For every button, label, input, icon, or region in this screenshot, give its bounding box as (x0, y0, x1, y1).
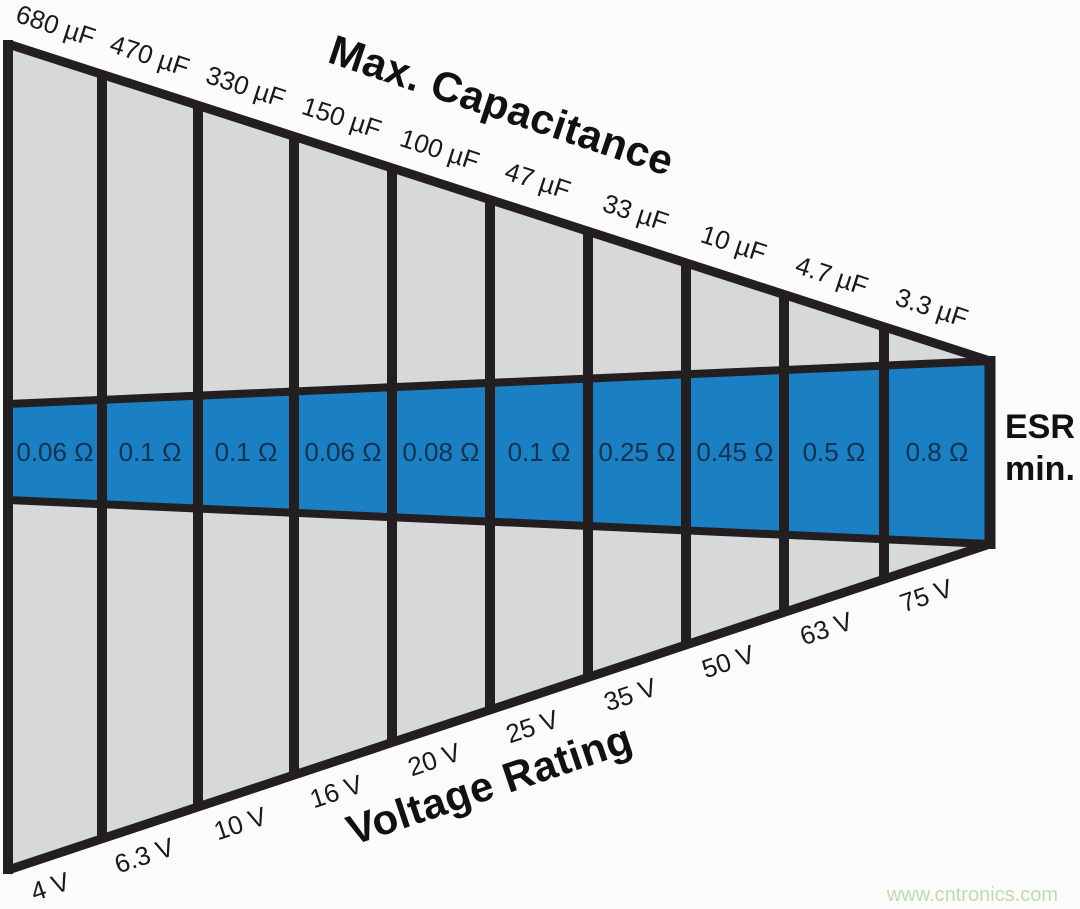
voltage-label: 6.3 V (111, 831, 179, 879)
voltage-label: 75 V (896, 573, 957, 619)
esr-min-label-line2: min. (1005, 450, 1075, 488)
bottom-slope-line (6, 539, 992, 875)
esr-value: 0.1 Ω (119, 437, 182, 467)
esr-value: 0.5 Ω (803, 437, 866, 467)
esr-value: 0.25 Ω (598, 437, 675, 467)
esr-value: 0.45 Ω (696, 437, 773, 467)
voltage-label: 63 V (796, 606, 857, 652)
capacitance-label: 680 µF (12, 0, 99, 52)
voltage-label: 10 V (210, 801, 271, 847)
esr-value: 0.08 Ω (402, 437, 479, 467)
capacitance-label: 330 µF (202, 60, 289, 114)
top-slope-line (6, 39, 992, 366)
esr-band-bottom-line (7, 496, 991, 548)
esr-value: 0.06 Ω (16, 437, 93, 467)
watermark-text: www.cntronics.com (886, 884, 1058, 906)
capacitance-label: 150 µF (298, 91, 385, 145)
column-dividers (97, 72, 889, 841)
capacitance-label: 33 µF (599, 188, 672, 237)
voltage-label: 4 V (27, 866, 74, 907)
esr-values: 0.06 Ω 0.1 Ω 0.1 Ω 0.06 Ω 0.08 Ω 0.1 Ω 0… (16, 437, 968, 467)
capacitance-label: 100 µF (396, 123, 483, 177)
capacitance-label: 470 µF (106, 29, 193, 83)
voltage-label: 35 V (600, 672, 661, 718)
capacitance-label: 47 µF (501, 156, 574, 205)
esr-value: 0.1 Ω (508, 437, 571, 467)
esr-value: 0.06 Ω (304, 437, 381, 467)
capacitance-label: 4.7 µF (792, 250, 872, 301)
capacitance-label: 10 µF (697, 219, 770, 268)
voltage-label: 50 V (698, 639, 759, 685)
esr-value: 0.8 Ω (906, 437, 969, 467)
esr-min-label-line1: ESR (1005, 408, 1075, 446)
esr-value: 0.1 Ω (215, 437, 278, 467)
esr-band (8, 361, 990, 544)
wedge-outline (3, 39, 996, 875)
capacitance-label: 3.3 µF (892, 282, 972, 333)
esr-min-label: ESR min. (1005, 408, 1075, 488)
esr-band-top-line (7, 357, 991, 408)
